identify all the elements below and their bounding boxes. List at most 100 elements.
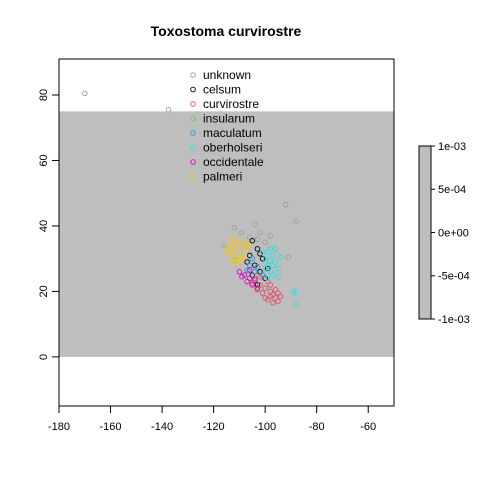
data-point-palmeri bbox=[228, 236, 235, 242]
data-point-maculatum bbox=[254, 264, 261, 270]
data-point-maculatum bbox=[244, 267, 250, 273]
legend-label: maculatum bbox=[203, 126, 262, 140]
data-point-maculatum bbox=[259, 272, 266, 278]
data-point-curvirostre bbox=[277, 293, 284, 300]
data-point-curvirostre bbox=[252, 275, 258, 282]
data-point-curvirostre bbox=[257, 282, 263, 288]
points-layer bbox=[82, 90, 299, 308]
data-point-oberholseri bbox=[275, 265, 281, 272]
legend-label: insularum bbox=[203, 112, 255, 126]
data-point-curvirostre bbox=[264, 278, 271, 285]
data-point-oberholseri bbox=[275, 273, 281, 280]
data-point-palmeri bbox=[239, 257, 245, 264]
legend-label: palmeri bbox=[203, 170, 242, 184]
data-point-celsum bbox=[246, 252, 253, 259]
data-point-unknown bbox=[246, 234, 253, 241]
chart-title: Toxostoma curvirostre bbox=[151, 23, 302, 39]
data-point-unknown bbox=[231, 224, 237, 231]
data-point-oberholseri bbox=[262, 255, 268, 262]
data-point-occidentale bbox=[244, 278, 250, 285]
data-point-unknown bbox=[239, 229, 245, 236]
x-tick-label: -180 bbox=[48, 421, 70, 433]
data-point-oberholseri bbox=[272, 246, 279, 252]
data-point-palmeri bbox=[228, 246, 235, 252]
data-point-curvirostre bbox=[275, 298, 281, 304]
background-band-layer bbox=[59, 111, 394, 357]
data-point-oberholseri bbox=[264, 275, 271, 282]
data-point-oberholseri bbox=[277, 254, 284, 260]
data-point-unknown bbox=[257, 229, 263, 236]
y-tick-label: 80 bbox=[38, 89, 50, 101]
data-point-palmeri bbox=[239, 246, 245, 252]
data-point-palmeri bbox=[234, 252, 240, 259]
legend-label: curvirostre bbox=[203, 97, 259, 111]
data-point-curvirostre bbox=[254, 287, 261, 293]
x-tick-label: -60 bbox=[360, 421, 376, 433]
legend-label: occidentale bbox=[203, 155, 264, 169]
data-point-unknown bbox=[285, 254, 292, 260]
data-point-palmeri bbox=[231, 249, 237, 255]
y-tick-label: 60 bbox=[38, 154, 50, 166]
data-point-unknown bbox=[267, 233, 274, 239]
data-point-palmeri bbox=[246, 242, 253, 249]
legend-marker bbox=[190, 159, 196, 165]
data-point-oberholseri bbox=[267, 269, 274, 275]
colorbar: 1e-03 5e-04 0e+00 -5e-04 -1e-03 bbox=[418, 141, 470, 326]
x-tick-label: -100 bbox=[254, 421, 276, 433]
data-point-unknown bbox=[254, 236, 261, 242]
data-point-palmeri bbox=[231, 239, 237, 246]
data-point-oberholseri bbox=[264, 262, 271, 268]
x-tick-label: -80 bbox=[309, 421, 325, 433]
data-point-oberholseri bbox=[267, 246, 274, 252]
legend-marker bbox=[190, 144, 196, 151]
data-point-occidentale bbox=[246, 275, 253, 282]
data-point-occidentale bbox=[246, 267, 253, 273]
data-point-celsum bbox=[254, 246, 261, 252]
legend-label: unknown bbox=[203, 68, 251, 82]
legend: unknowncelsumcurvirostreinsularummaculat… bbox=[190, 68, 264, 184]
colorbar-tick-label: 1e-03 bbox=[438, 141, 466, 153]
y-tick-label: 40 bbox=[38, 220, 50, 232]
data-point-celsum bbox=[244, 259, 250, 265]
data-point-celsum bbox=[262, 275, 268, 282]
data-point-palmeri bbox=[236, 237, 243, 244]
data-point-occidentale bbox=[249, 282, 256, 288]
data-point-unknown bbox=[221, 242, 227, 249]
data-point-unknown bbox=[82, 90, 88, 97]
legend-marker bbox=[190, 101, 196, 107]
colorbar-tick-label: -5e-04 bbox=[438, 271, 470, 283]
data-point-curvirostre bbox=[264, 296, 271, 303]
data-point-curvirostre bbox=[267, 293, 274, 300]
data-point-palmeri bbox=[223, 247, 230, 254]
data-point-occidentale bbox=[254, 285, 261, 291]
data-point-unknown bbox=[252, 221, 258, 228]
data-point-occidentale bbox=[252, 277, 258, 283]
background-band bbox=[59, 111, 394, 357]
data-point-oberholseri bbox=[267, 257, 274, 264]
data-point-curvirostre bbox=[272, 295, 279, 301]
y-tick-label: 0 bbox=[38, 354, 50, 360]
data-point-curvirostre bbox=[259, 290, 266, 296]
data-point-celsum bbox=[264, 265, 271, 272]
data-point-oberholseri bbox=[264, 249, 271, 255]
data-point-curvirostre bbox=[267, 282, 274, 288]
data-point-palmeri bbox=[226, 242, 232, 249]
data-point-palmeri bbox=[241, 252, 248, 259]
data-point-maculatum bbox=[252, 269, 258, 275]
data-point-oberholseri bbox=[270, 262, 276, 268]
x-tick-label: -140 bbox=[151, 421, 173, 433]
data-point-curvirostre bbox=[275, 290, 281, 296]
data-point-oberholseri bbox=[262, 265, 268, 272]
data-point-curvirostre bbox=[262, 285, 268, 291]
data-point-celsum bbox=[249, 272, 256, 278]
data-point-celsum bbox=[249, 237, 256, 244]
legend-marker bbox=[190, 86, 196, 93]
data-point-unknown bbox=[262, 239, 268, 246]
data-point-unknown bbox=[283, 201, 289, 208]
data-point-palmeri bbox=[226, 251, 232, 257]
legend-label: oberholseri bbox=[203, 141, 262, 155]
y-axis: 0 20 40 60 80 bbox=[38, 89, 60, 360]
y-tick-label: 20 bbox=[38, 285, 50, 297]
data-point-palmeri bbox=[234, 242, 240, 249]
